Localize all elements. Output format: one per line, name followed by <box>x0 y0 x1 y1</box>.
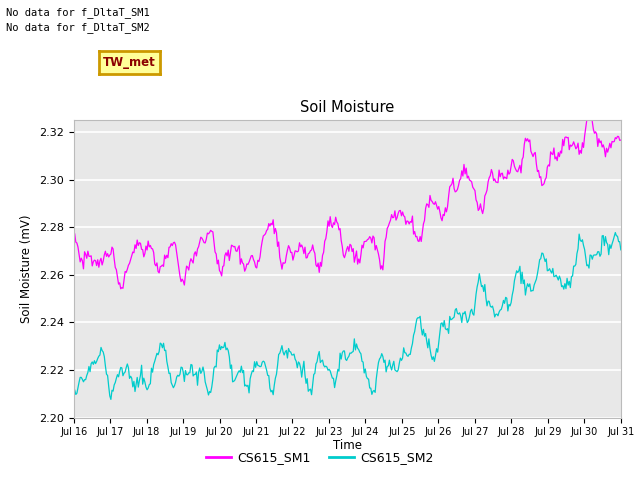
Text: TW_met: TW_met <box>103 56 156 70</box>
CS615_SM1 <box>397 207 404 213</box>
CS615_SM2 <box>397 355 404 361</box>
CS615_SM1 <box>606 141 614 146</box>
CS615_SM2 <box>617 247 625 252</box>
Text: No data for f_DltaT_SM2: No data for f_DltaT_SM2 <box>6 22 150 33</box>
CS615_SM2 <box>605 252 612 258</box>
CS615_SM2 <box>331 384 339 390</box>
CS615_SM1 <box>70 242 77 248</box>
CS615_SM1 <box>117 286 125 292</box>
CS615_SM2 <box>611 229 619 235</box>
Y-axis label: Soil Moisture (mV): Soil Moisture (mV) <box>20 215 33 323</box>
CS615_SM1 <box>588 103 595 108</box>
CS615_SM1 <box>520 154 527 160</box>
Line: CS615_SM2: CS615_SM2 <box>74 232 621 399</box>
CS615_SM2 <box>70 385 77 391</box>
CS615_SM1 <box>617 137 625 143</box>
CS615_SM1 <box>334 221 342 227</box>
CS615_SM2 <box>334 366 342 372</box>
CS615_SM1 <box>367 235 374 241</box>
CS615_SM1 <box>331 222 339 228</box>
CS615_SM2 <box>107 396 115 402</box>
Title: Soil Moisture: Soil Moisture <box>300 100 394 115</box>
Legend: CS615_SM1, CS615_SM2: CS615_SM1, CS615_SM2 <box>201 446 439 469</box>
Line: CS615_SM1: CS615_SM1 <box>74 106 621 289</box>
Text: No data for f_DltaT_SM1: No data for f_DltaT_SM1 <box>6 7 150 18</box>
CS615_SM2 <box>367 385 374 391</box>
CS615_SM2 <box>520 281 527 287</box>
X-axis label: Time: Time <box>333 439 362 452</box>
